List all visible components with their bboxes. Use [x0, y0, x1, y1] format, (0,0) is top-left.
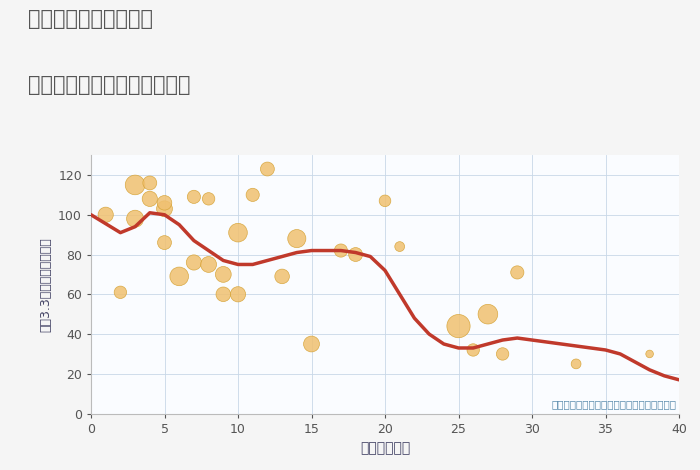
Point [144, 179, 155, 187]
Point [350, 251, 361, 258]
Point [115, 289, 126, 296]
Point [232, 229, 244, 236]
Text: 円の大きさは、取引のあった物件面積を示す: 円の大きさは、取引のあった物件面積を示す [551, 400, 676, 410]
Point [644, 350, 655, 358]
Point [159, 199, 170, 207]
Point [218, 271, 229, 278]
Point [291, 235, 302, 243]
Point [174, 273, 185, 280]
Point [335, 247, 346, 254]
Point [218, 290, 229, 298]
Point [188, 258, 199, 266]
Text: 三重県津市白山町南出: 三重県津市白山町南出 [28, 9, 153, 30]
Point [130, 215, 141, 222]
Point [306, 340, 317, 348]
Point [159, 205, 170, 212]
Point [379, 197, 391, 204]
Text: 築年数別中古マンション価格: 築年数別中古マンション価格 [28, 75, 190, 95]
Point [276, 273, 288, 280]
Point [497, 350, 508, 358]
Point [482, 310, 493, 318]
Point [512, 269, 523, 276]
Point [144, 195, 155, 203]
Point [262, 165, 273, 173]
Point [468, 346, 479, 354]
X-axis label: 築年数（年）: 築年数（年） [360, 441, 410, 455]
Point [394, 243, 405, 251]
Point [130, 181, 141, 188]
Point [247, 191, 258, 199]
Point [203, 195, 214, 203]
Point [232, 290, 244, 298]
Point [100, 211, 111, 219]
Point [453, 322, 464, 330]
Y-axis label: 坪（3.3㎡）単価（万円）: 坪（3.3㎡）単価（万円） [39, 237, 52, 332]
Point [188, 193, 199, 201]
Point [159, 239, 170, 246]
Point [570, 360, 582, 368]
Point [203, 261, 214, 268]
